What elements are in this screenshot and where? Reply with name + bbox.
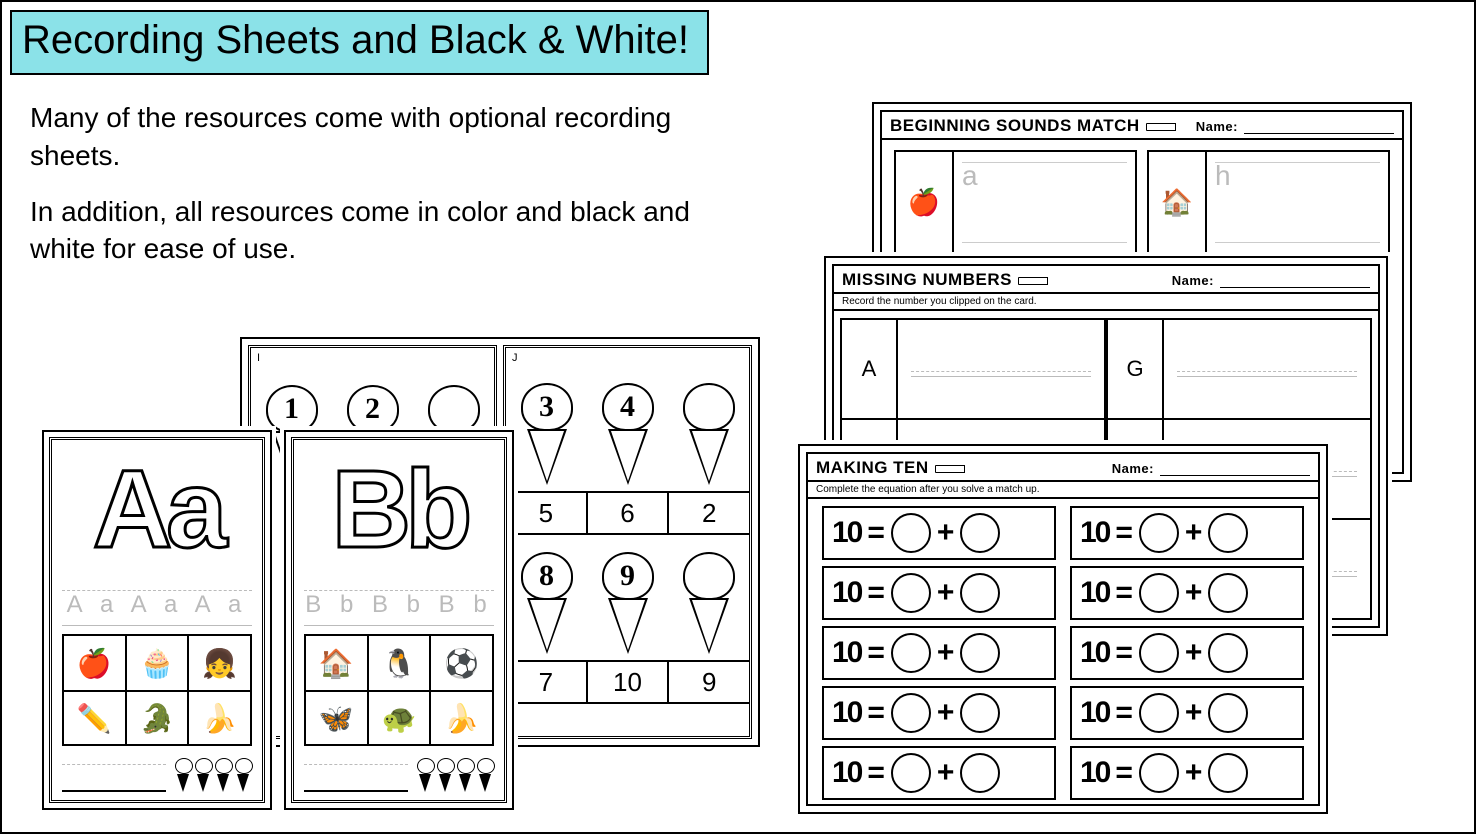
pic-icon: 🍌 — [187, 692, 250, 744]
card-tag: J — [512, 352, 518, 364]
blank-circle — [1208, 573, 1248, 613]
equation-row: 10=+ — [822, 626, 1056, 680]
scoop-number — [683, 383, 735, 431]
blank-circle — [1208, 633, 1248, 673]
blank-circle — [891, 573, 931, 613]
option-number: 10 — [588, 662, 670, 702]
blank-circle — [960, 633, 1000, 673]
page-title: Recording Sheets and Black & White! — [10, 10, 709, 75]
scoop-number: 8 — [521, 552, 573, 600]
name-field: Name: — [1196, 119, 1394, 134]
ten-label: 10 — [832, 636, 861, 670]
blank-circle — [1208, 753, 1248, 793]
pic-icon: ⚽ — [429, 636, 492, 690]
scoop-number: 9 — [602, 552, 654, 600]
pencil-icon — [1018, 270, 1048, 290]
ten-label: 10 — [1080, 756, 1109, 790]
card-tag: I — [257, 352, 260, 364]
blank-circle — [960, 573, 1000, 613]
ten-label: 10 — [832, 576, 861, 610]
blank-circle — [1139, 753, 1179, 793]
blank-circle — [891, 753, 931, 793]
sheet-title: MAKING TEN — [816, 458, 929, 478]
name-field: Name: — [1112, 461, 1310, 476]
equation-row: 10=+ — [1070, 506, 1304, 560]
sheet-title: MISSING NUMBERS — [842, 270, 1012, 290]
ten-label: 10 — [1080, 516, 1109, 550]
pic-icon: 🐊 — [125, 692, 188, 744]
pic-icon: 🏠 — [306, 636, 367, 690]
worksheet-letter-a: Aa A a A a A a 🍎 🧁 👧 ✏️ 🐊 🍌 — [42, 430, 272, 810]
ten-label: 10 — [1080, 636, 1109, 670]
equation-row: 10=+ — [1070, 686, 1304, 740]
pic-icon: 👧 — [187, 636, 250, 690]
scoop-number: 3 — [521, 383, 573, 431]
pic-icon: 🍎 — [64, 636, 125, 690]
equation-row: 10=+ — [1070, 566, 1304, 620]
desc-line-1: Many of the resources come with optional… — [30, 99, 710, 175]
scoop-number: 1 — [266, 385, 318, 433]
pencil-icon — [935, 458, 965, 478]
option-number: 2 — [669, 493, 749, 533]
trace-line: B b B b B b — [304, 590, 494, 626]
big-letter: Aa — [93, 448, 222, 571]
sheet-subtitle: Complete the equation after you solve a … — [808, 482, 1318, 499]
blank-circle — [1139, 693, 1179, 733]
big-letter: Bb — [332, 448, 467, 571]
equation-row: 10=+ — [822, 686, 1056, 740]
pic-icon: 🦋 — [306, 692, 367, 744]
equation-row: 10=+ — [822, 746, 1056, 800]
option-number: 6 — [588, 493, 670, 533]
blank-circle — [891, 633, 931, 673]
name-field: Name: — [1172, 273, 1370, 288]
blank-circle — [1208, 513, 1248, 553]
blank-circle — [960, 753, 1000, 793]
pic-icon: 🍌 — [429, 692, 492, 744]
ten-label: 10 — [1080, 696, 1109, 730]
ten-label: 10 — [832, 516, 861, 550]
blank-circle — [960, 693, 1000, 733]
sheet-subtitle: Record the number you clipped on the car… — [834, 294, 1378, 311]
desc-line-2: In addition, all resources come in color… — [30, 193, 710, 269]
trace-line: A a A a A a — [62, 590, 252, 626]
pic-icon: ✏️ — [64, 692, 125, 744]
equation-row: 10=+ — [1070, 746, 1304, 800]
ten-label: 10 — [1080, 576, 1109, 610]
pic-icon: 🧁 — [125, 636, 188, 690]
equation-row: 10=+ — [822, 506, 1056, 560]
blank-circle — [1139, 633, 1179, 673]
blank-circle — [891, 513, 931, 553]
blank-circle — [1208, 693, 1248, 733]
equation-row: 10=+ — [1070, 626, 1304, 680]
option-number: 9 — [669, 662, 749, 702]
blank-circle — [1139, 513, 1179, 553]
scoop-number — [683, 552, 735, 600]
worksheet-letter-b: Bb B b B b B b 🏠 🐧 ⚽ 🦋 🐢 🍌 — [284, 430, 514, 810]
option-number: 7 — [506, 662, 588, 702]
ten-label: 10 — [832, 756, 861, 790]
description: Many of the resources come with optional… — [30, 99, 710, 268]
sheet-title: BEGINNING SOUNDS MATCH — [890, 116, 1140, 136]
blank-circle — [891, 693, 931, 733]
scoop-number — [428, 385, 480, 433]
pic-icon: 🐢 — [367, 692, 430, 744]
pencil-icon — [1146, 116, 1176, 136]
scoop-number: 2 — [347, 385, 399, 433]
worksheet-making-ten: MAKING TEN Name: Complete the equation a… — [798, 444, 1328, 814]
equation-row: 10=+ — [822, 566, 1056, 620]
blank-circle — [960, 513, 1000, 553]
blank-circle — [1139, 573, 1179, 613]
ten-label: 10 — [832, 696, 861, 730]
scoop-number: 4 — [602, 383, 654, 431]
option-number: 5 — [506, 493, 588, 533]
pic-icon: 🐧 — [367, 636, 430, 690]
